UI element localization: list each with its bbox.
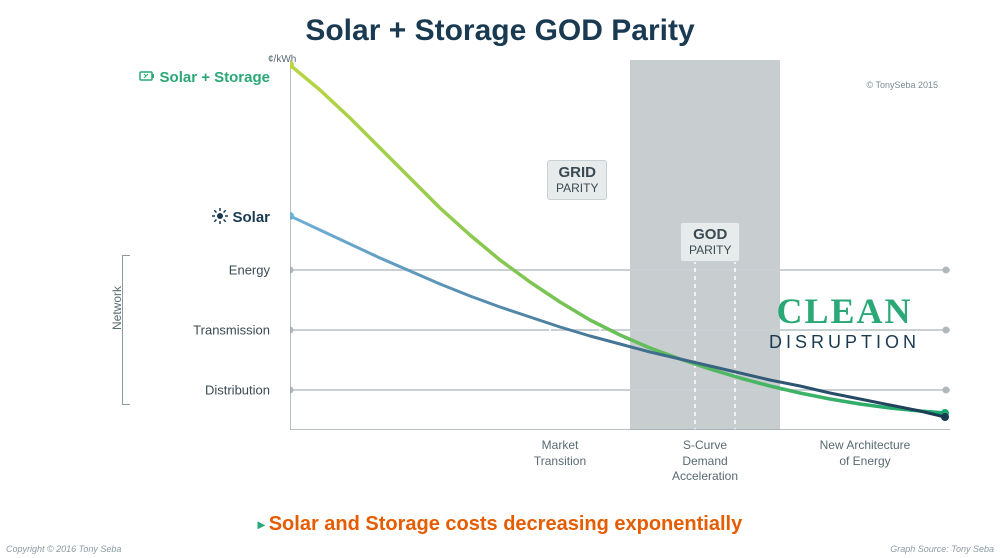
battery-sun-icon <box>138 69 156 87</box>
grid-parity-big: GRID <box>556 165 598 182</box>
god-parity-big: GOD <box>689 227 731 244</box>
y-label-energy: Energy <box>229 263 270 278</box>
copyright-right: Graph Source: Tony Seba <box>890 544 994 554</box>
network-brace <box>122 255 130 405</box>
footer-bullet: Solar and Storage costs decreasing expon… <box>0 513 1000 536</box>
legend-solar-storage-label: Solar + Storage <box>160 69 270 86</box>
god-parity-box: GOD PARITY <box>680 222 740 262</box>
copyright-left: Copyright © 2016 Tony Seba <box>6 544 121 554</box>
legend-solar: Solar <box>212 208 270 228</box>
x-label-newarch: New Architectureof Energy <box>780 438 950 469</box>
god-parity-small: PARITY <box>689 244 731 257</box>
page-title: Solar + Storage GOD Parity <box>0 0 1000 48</box>
grid-parity-small: PARITY <box>556 182 598 195</box>
network-label: Network <box>110 286 124 330</box>
in-chart-copyright: © TonySeba 2015 <box>866 80 938 90</box>
chart-container: ¢/kWh Solar + Storage Solar Energy Trans… <box>130 60 950 460</box>
grid-parity-box: GRID PARITY <box>547 160 607 200</box>
y-label-distribution: Distribution <box>205 383 270 398</box>
legend-solar-label: Solar <box>232 209 270 226</box>
chart-svg <box>290 60 950 430</box>
x-label-market: MarketTransition <box>490 438 630 469</box>
plot-area: © TonySeba 2015 GRID PARITY GOD PARITY C… <box>290 60 950 430</box>
sun-icon <box>212 208 228 228</box>
y-label-transmission: Transmission <box>193 323 270 338</box>
legend-solar-storage: Solar + Storage <box>138 69 270 87</box>
x-label-scurve: S-CurveDemandAcceleration <box>630 438 780 485</box>
